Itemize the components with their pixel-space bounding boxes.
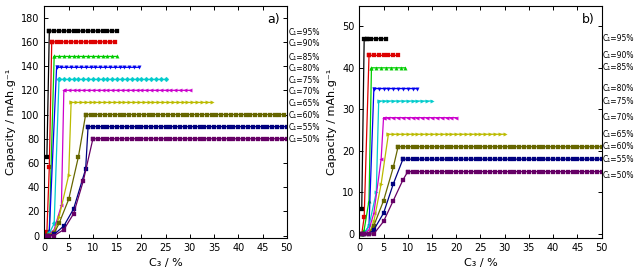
Text: C₁=85%: C₁=85%: [603, 63, 634, 72]
Text: a): a): [267, 13, 280, 25]
Text: C₁=65%: C₁=65%: [603, 130, 634, 139]
Text: C₁=95%: C₁=95%: [603, 34, 634, 43]
X-axis label: C₃ / %: C₃ / %: [148, 258, 182, 269]
X-axis label: C₃ / %: C₃ / %: [463, 258, 497, 269]
Text: C₁=80%: C₁=80%: [603, 84, 634, 93]
Text: C₁=50%: C₁=50%: [288, 135, 320, 144]
Text: C₁=55%: C₁=55%: [288, 123, 320, 132]
Text: C₁=70%: C₁=70%: [288, 87, 320, 96]
Text: C₁=70%: C₁=70%: [603, 113, 634, 122]
Text: C₁=90%: C₁=90%: [288, 39, 320, 48]
Text: b): b): [582, 13, 595, 25]
Text: C₁=80%: C₁=80%: [288, 64, 319, 73]
Text: C₁=90%: C₁=90%: [603, 51, 634, 60]
Text: C₁=60%: C₁=60%: [603, 142, 634, 151]
Text: C₁=65%: C₁=65%: [288, 99, 320, 108]
Y-axis label: Capacity / mAh.g⁻¹: Capacity / mAh.g⁻¹: [326, 69, 337, 175]
Y-axis label: Capacity / mAh.g⁻¹: Capacity / mAh.g⁻¹: [6, 69, 15, 175]
Text: C₁=85%: C₁=85%: [288, 53, 319, 62]
Text: C₁=55%: C₁=55%: [603, 155, 634, 164]
Text: C₁=75%: C₁=75%: [288, 76, 320, 85]
Text: C₁=50%: C₁=50%: [603, 171, 634, 180]
Text: C₁=75%: C₁=75%: [603, 96, 634, 105]
Text: C₁=95%: C₁=95%: [288, 28, 320, 37]
Text: C₁=60%: C₁=60%: [288, 111, 320, 120]
